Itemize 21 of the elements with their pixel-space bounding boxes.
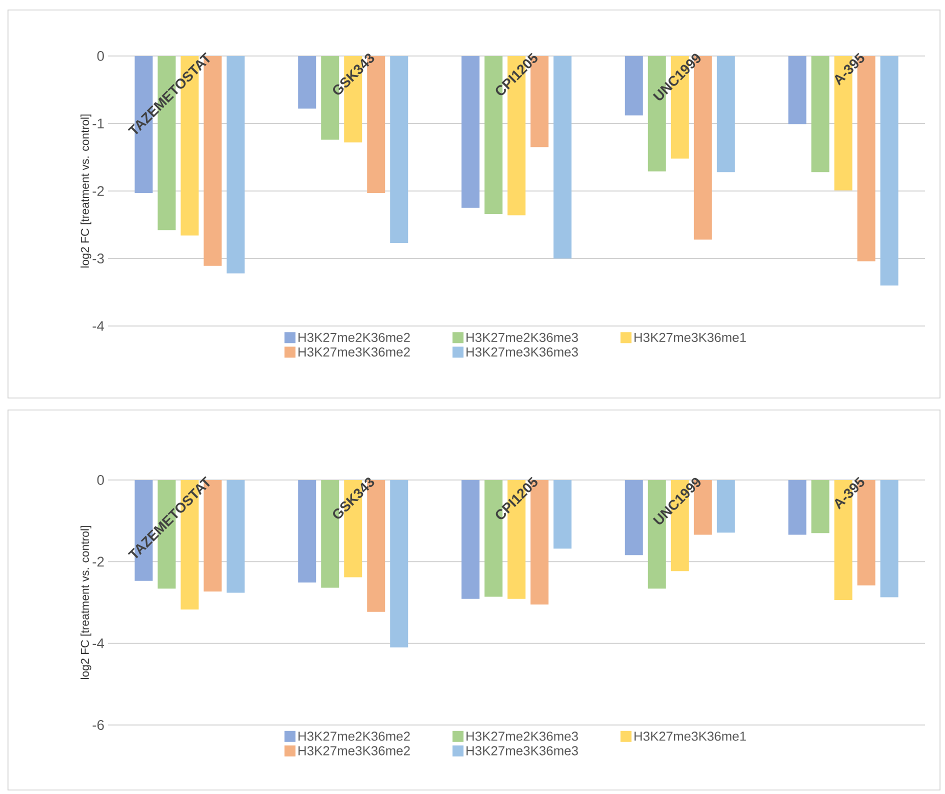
y-tick-label: 0: [97, 475, 104, 485]
legend-label: H3K27me3K36me2: [298, 746, 410, 756]
y-tick-label: -3: [92, 254, 104, 264]
y-axis-title: log2 FC [treatment vs. control]: [80, 114, 92, 268]
y-tick-label: -4: [92, 638, 104, 648]
y-tick-label: 0: [97, 51, 104, 61]
legend-label: H3K27me3K36me3: [466, 746, 578, 756]
y-tick-label: -1: [92, 118, 104, 128]
legend-label: H3K27me3K36me1: [634, 732, 746, 741]
y-tick-label: -2: [92, 556, 104, 567]
legend-label: H3K27me2K36me2: [298, 732, 410, 741]
legend-label: H3K27me2K36me3: [466, 332, 578, 342]
legend-label: H3K27me3K36me1: [634, 332, 746, 342]
y-tick-label: -4: [92, 321, 104, 331]
y-tick-label: -6: [92, 720, 104, 730]
y-axis-title: log2 FC [treatment vs. control]: [80, 526, 92, 679]
legend-label: H3K27me2K36me2: [298, 332, 410, 342]
y-tick-label: -2: [92, 186, 104, 196]
legend-label: H3K27me2K36me3: [466, 732, 578, 741]
legend-label: H3K27me3K36me3: [466, 347, 578, 357]
legend-label: H3K27me3K36me2: [298, 347, 410, 357]
